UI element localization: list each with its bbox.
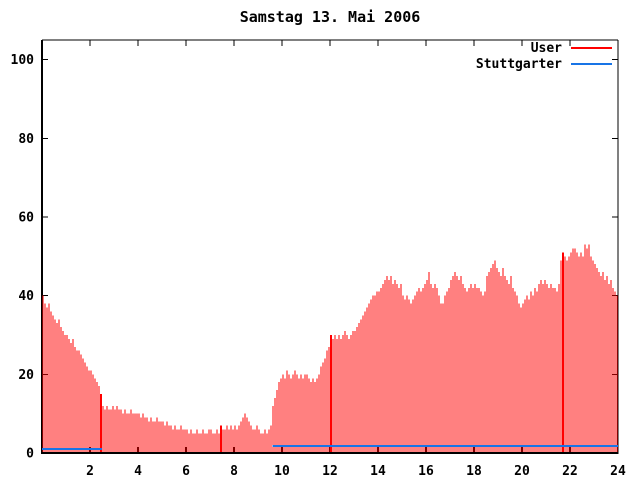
svg-text:20: 20 [514,464,530,479]
svg-text:20: 20 [18,368,34,383]
svg-text:8: 8 [230,464,238,479]
svg-text:18: 18 [466,464,482,479]
svg-text:10: 10 [274,464,290,479]
x-axis-tick-labels: 2 4 6 8 10 12 14 16 18 20 22 24 [86,464,626,479]
legend-label-stuttgarter: Stuttgarter [475,56,562,72]
stuttgarter-series-line [42,444,618,451]
stuttgarter-line-sample-icon [571,63,612,65]
legend-item-stuttgarter: Stuttgarter [432,56,612,72]
svg-text:100: 100 [11,53,35,68]
legend-item-user: User [432,40,612,56]
svg-text:22: 22 [562,464,578,479]
svg-text:16: 16 [418,464,434,479]
legend-label-user: User [530,40,562,56]
svg-text:4: 4 [134,464,142,479]
svg-text:14: 14 [370,464,386,479]
svg-text:6: 6 [182,464,190,479]
svg-text:60: 60 [18,211,34,226]
svg-text:80: 80 [18,132,34,147]
user-line-sample-icon [571,47,612,49]
chart-title: Samstag 13. Mai 2006 [239,8,421,26]
user-series-impulses [42,244,618,452]
svg-text:24: 24 [610,464,626,479]
svg-text:12: 12 [322,464,338,479]
svg-text:40: 40 [18,289,34,304]
y-axis-tick-labels: 0 20 40 60 80 100 [11,53,35,461]
svg-text:2: 2 [86,464,94,479]
svg-text:0: 0 [26,447,34,462]
